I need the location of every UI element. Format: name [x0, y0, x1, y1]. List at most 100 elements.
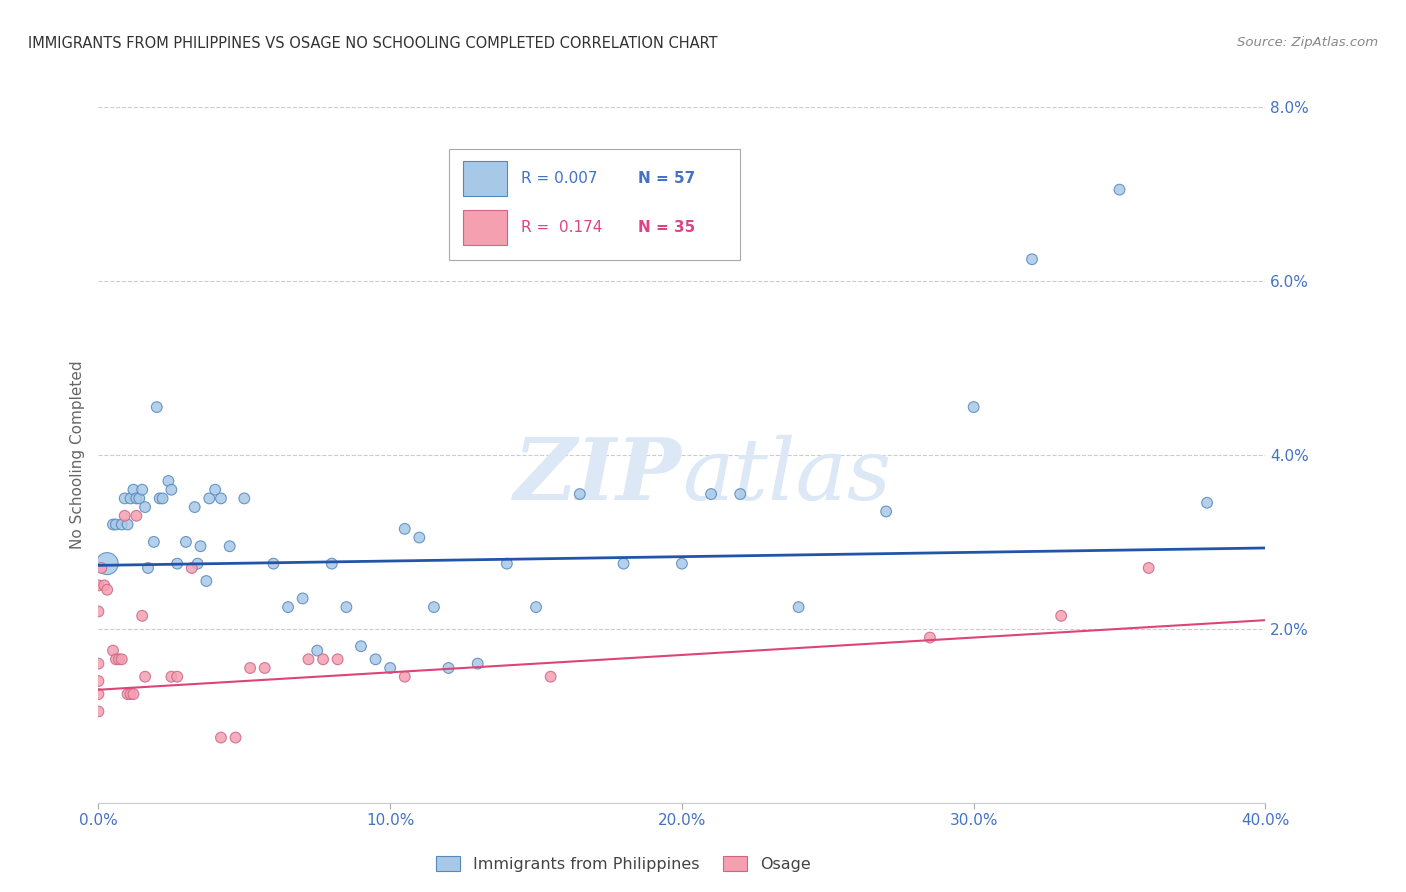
- Point: [671, 557, 693, 571]
- Point: [321, 557, 343, 571]
- Point: [166, 557, 188, 571]
- Point: [122, 483, 145, 497]
- Point: [146, 400, 169, 414]
- Point: [918, 631, 941, 645]
- Point: [152, 491, 174, 506]
- Point: [87, 578, 110, 592]
- Point: [104, 517, 127, 532]
- Point: [190, 539, 212, 553]
- Text: IMMIGRANTS FROM PHILIPPINES VS OSAGE NO SCHOOLING COMPLETED CORRELATION CHART: IMMIGRANTS FROM PHILIPPINES VS OSAGE NO …: [28, 36, 717, 51]
- Text: N = 35: N = 35: [637, 220, 695, 235]
- Point: [364, 652, 387, 666]
- Text: Source: ZipAtlas.com: Source: ZipAtlas.com: [1237, 36, 1378, 49]
- Text: R =  0.174: R = 0.174: [520, 220, 602, 235]
- Point: [128, 491, 150, 506]
- Point: [166, 670, 188, 684]
- Y-axis label: No Schooling Completed: No Schooling Completed: [69, 360, 84, 549]
- Point: [394, 522, 416, 536]
- Point: [263, 557, 285, 571]
- Point: [125, 508, 148, 523]
- Point: [423, 600, 446, 615]
- Point: [408, 531, 430, 545]
- Point: [90, 561, 112, 575]
- Point: [613, 557, 636, 571]
- Point: [108, 652, 131, 666]
- Point: [117, 517, 139, 532]
- Point: [122, 687, 145, 701]
- Point: [87, 705, 110, 719]
- Point: [187, 557, 209, 571]
- Point: [131, 608, 153, 623]
- Point: [1108, 183, 1130, 197]
- Point: [312, 652, 335, 666]
- Point: [104, 652, 127, 666]
- Point: [120, 491, 142, 506]
- Point: [524, 600, 547, 615]
- Point: [117, 687, 139, 701]
- Point: [962, 400, 984, 414]
- Point: [467, 657, 489, 671]
- Point: [114, 491, 136, 506]
- FancyBboxPatch shape: [449, 149, 741, 260]
- Point: [380, 661, 402, 675]
- Point: [568, 487, 591, 501]
- Point: [101, 643, 124, 657]
- Point: [134, 500, 156, 514]
- Text: R = 0.007: R = 0.007: [520, 171, 598, 186]
- Point: [174, 534, 197, 549]
- Point: [101, 517, 124, 532]
- Point: [195, 574, 218, 588]
- Point: [204, 483, 226, 497]
- Point: [209, 491, 232, 506]
- Point: [136, 561, 159, 575]
- Point: [160, 483, 183, 497]
- Point: [326, 652, 349, 666]
- Point: [335, 600, 357, 615]
- Point: [134, 670, 156, 684]
- Point: [87, 674, 110, 689]
- Point: [233, 491, 256, 506]
- Point: [1137, 561, 1160, 575]
- Point: [93, 578, 115, 592]
- Point: [394, 670, 416, 684]
- Point: [111, 517, 134, 532]
- Point: [198, 491, 221, 506]
- Point: [120, 687, 142, 701]
- Point: [1050, 608, 1073, 623]
- Point: [160, 670, 183, 684]
- Point: [114, 508, 136, 523]
- Point: [180, 561, 202, 575]
- Point: [96, 557, 118, 571]
- Point: [307, 643, 329, 657]
- Text: atlas: atlas: [682, 434, 891, 517]
- FancyBboxPatch shape: [463, 161, 508, 196]
- Point: [149, 491, 172, 506]
- Point: [277, 600, 299, 615]
- Point: [87, 605, 110, 619]
- Point: [183, 500, 205, 514]
- Point: [111, 652, 134, 666]
- FancyBboxPatch shape: [463, 210, 508, 244]
- Point: [350, 639, 373, 653]
- Point: [209, 731, 232, 745]
- Point: [87, 657, 110, 671]
- Point: [297, 652, 319, 666]
- Point: [225, 731, 247, 745]
- Point: [218, 539, 240, 553]
- Point: [1197, 496, 1219, 510]
- Legend: Immigrants from Philippines, Osage: Immigrants from Philippines, Osage: [430, 850, 817, 879]
- Point: [96, 582, 118, 597]
- Text: ZIP: ZIP: [515, 434, 682, 517]
- Point: [239, 661, 262, 675]
- Point: [253, 661, 276, 675]
- Point: [437, 661, 460, 675]
- Point: [87, 687, 110, 701]
- Point: [875, 504, 897, 518]
- Point: [131, 483, 153, 497]
- Point: [700, 487, 723, 501]
- Point: [496, 557, 519, 571]
- Point: [291, 591, 314, 606]
- Point: [787, 600, 810, 615]
- Point: [730, 487, 752, 501]
- Point: [540, 670, 562, 684]
